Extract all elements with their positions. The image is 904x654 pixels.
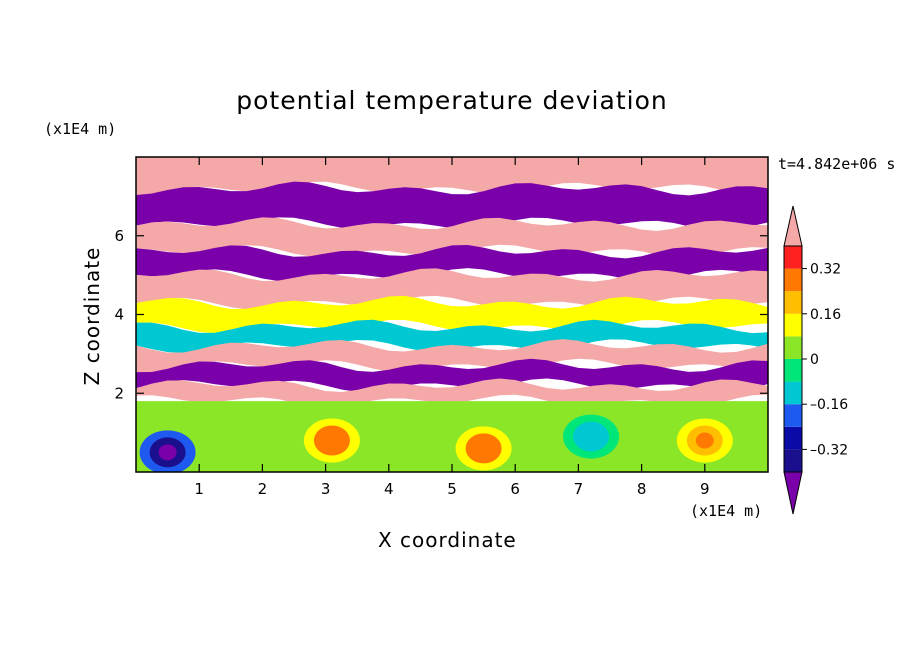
colorbar-tick-label: 0.32 [810,262,841,278]
colorbar-segment [784,291,802,314]
field-feature [474,440,493,457]
time-label: t=4.842e+06 s [778,155,896,173]
x-axis-label: X coordinate [378,528,517,552]
x-tick-label: 3 [321,480,331,498]
colorbar-over-triangle [783,205,803,247]
colorbar-segment [784,426,802,450]
colorbar-segment [784,404,802,427]
x-scale-label: (x1E4 m) [690,502,763,520]
y-tick-label: 4 [114,306,124,324]
field-feature [322,432,341,449]
field-band [136,378,768,409]
colorbar-segment [784,381,802,405]
colorbar-tick-label: 0.16 [810,307,841,323]
chart-title: potential temperature deviation [236,86,668,115]
colorbar-segment [784,336,802,359]
colorbar: 0.32 0.16 0 –0.16 –0.32 [783,205,848,515]
field-band [136,217,768,259]
field-band [136,319,768,353]
colorbar-segment [784,449,802,472]
y-scale-label: (x1E4 m) [44,120,117,138]
colorbar-segment [784,359,802,382]
x-tick-label: 2 [258,480,268,498]
x-tick-label: 1 [194,480,204,498]
y-tick-label: 2 [114,384,124,402]
field-band [136,401,768,472]
colorbar-tick-label: 0 [810,352,819,368]
x-tick-label: 6 [510,480,520,498]
y-tick-label: 6 [114,227,124,245]
field-band [136,268,768,310]
colorbar-segment [784,313,802,337]
field-feature [582,428,601,445]
colorbar-segment [784,246,802,269]
x-tick-label: 5 [447,480,457,498]
field-band [136,358,768,392]
x-tick-label: 8 [637,480,647,498]
field-feature [695,432,714,449]
x-tick-label: 4 [384,480,394,498]
colorbar-tick-label: –0.32 [810,442,848,458]
field-layer [136,157,768,472]
field-band [136,244,768,282]
colorbar-segment [784,268,802,292]
x-tick-label: 7 [574,480,584,498]
axes-layer: 1 2 3 4 5 6 7 8 9 2 4 6 [114,157,768,498]
colorbar-under-triangle [783,471,803,515]
field-band [136,181,768,231]
colorbar-tick-label: –0.16 [810,397,848,413]
field-feature [158,444,177,461]
x-tick-label: 9 [700,480,710,498]
